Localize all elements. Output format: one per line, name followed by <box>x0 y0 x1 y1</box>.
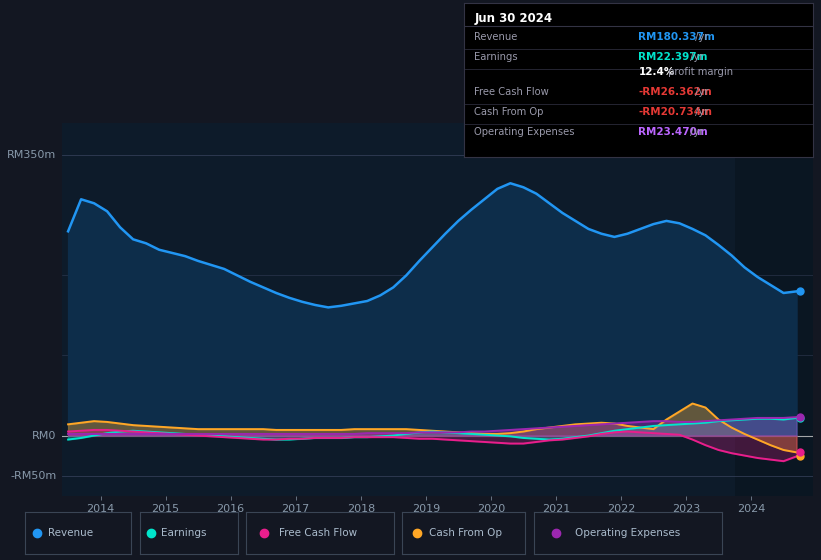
Text: Revenue: Revenue <box>475 32 518 41</box>
Text: profit margin: profit margin <box>665 67 733 77</box>
Text: /yr: /yr <box>692 32 709 41</box>
Text: RM22.397m: RM22.397m <box>639 52 708 62</box>
Text: Cash From Op: Cash From Op <box>429 529 502 538</box>
Text: Operating Expenses: Operating Expenses <box>576 529 681 538</box>
Text: RM23.470m: RM23.470m <box>639 127 708 137</box>
Text: Earnings: Earnings <box>161 529 207 538</box>
Text: RM180.337m: RM180.337m <box>639 32 715 41</box>
Text: Earnings: Earnings <box>475 52 518 62</box>
Text: Revenue: Revenue <box>48 529 94 538</box>
Text: RM0: RM0 <box>32 431 57 441</box>
Text: Jun 30 2024: Jun 30 2024 <box>475 12 553 25</box>
Text: -RM20.734m: -RM20.734m <box>639 107 713 117</box>
Text: Free Cash Flow: Free Cash Flow <box>279 529 357 538</box>
Text: -RM26.362m: -RM26.362m <box>639 87 712 97</box>
Text: 12.4%: 12.4% <box>639 67 675 77</box>
Bar <box>735 123 813 496</box>
Text: Cash From Op: Cash From Op <box>475 107 544 117</box>
Text: Free Cash Flow: Free Cash Flow <box>475 87 549 97</box>
Text: Operating Expenses: Operating Expenses <box>475 127 575 137</box>
Text: -RM50m: -RM50m <box>10 470 57 480</box>
Text: /yr: /yr <box>692 87 709 97</box>
Text: /yr: /yr <box>692 107 709 117</box>
Text: /yr: /yr <box>687 52 704 62</box>
Text: RM350m: RM350m <box>7 150 57 160</box>
Text: /yr: /yr <box>687 127 704 137</box>
